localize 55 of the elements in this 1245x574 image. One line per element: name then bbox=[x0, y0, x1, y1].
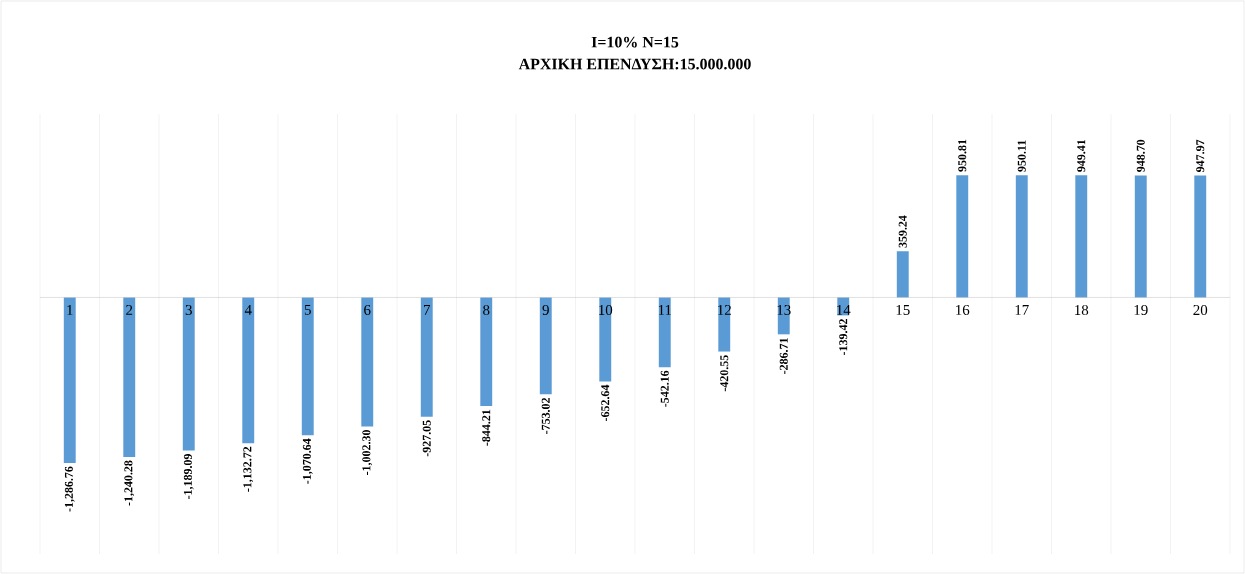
bar bbox=[63, 297, 76, 463]
data-label: -420.55 bbox=[720, 355, 729, 392]
x-tick-label: 17 bbox=[1015, 304, 1029, 315]
data-label: 947.97 bbox=[1196, 139, 1205, 172]
x-tick-label: 4 bbox=[244, 304, 252, 315]
data-label: -1,240.28 bbox=[124, 460, 135, 506]
x-tick-label: 18 bbox=[1075, 304, 1089, 316]
data-label: 948.70 bbox=[1136, 139, 1145, 172]
data-label: -286.71 bbox=[779, 338, 788, 374]
data-label: -139.42 bbox=[839, 319, 848, 355]
bar bbox=[956, 175, 969, 298]
data-label: -1,286.76 bbox=[64, 466, 75, 512]
bar bbox=[1134, 175, 1147, 298]
x-tick-label: 6 bbox=[364, 304, 371, 315]
bar bbox=[1015, 175, 1028, 298]
data-label: 950.11 bbox=[1017, 140, 1026, 172]
data-label: 359.24 bbox=[898, 215, 907, 248]
bar bbox=[1075, 175, 1088, 298]
data-label: -927.05 bbox=[422, 420, 431, 457]
data-label: 950.81 bbox=[958, 139, 967, 172]
x-tick-label: 20 bbox=[1193, 304, 1208, 316]
bar bbox=[242, 297, 255, 444]
x-tick-label: 2 bbox=[126, 304, 133, 315]
data-label: -1,132.72 bbox=[243, 446, 254, 492]
bar bbox=[599, 297, 612, 382]
bar bbox=[480, 297, 493, 407]
x-tick-label: 5 bbox=[304, 304, 311, 315]
x-tick-label: 15 bbox=[896, 304, 910, 315]
data-label: -542.16 bbox=[660, 370, 669, 407]
data-label: -652.64 bbox=[601, 384, 610, 422]
x-tick-label: 7 bbox=[424, 304, 431, 315]
x-tick-label: 11 bbox=[658, 304, 672, 315]
bar bbox=[1194, 175, 1207, 298]
x-tick-label: 9 bbox=[542, 304, 549, 315]
x-tick-label: 19 bbox=[1134, 304, 1148, 315]
bar bbox=[361, 297, 374, 427]
x-tick-label: 1 bbox=[67, 304, 73, 315]
bar bbox=[420, 297, 433, 417]
bar bbox=[123, 297, 136, 457]
data-label: -1,070.64 bbox=[302, 438, 313, 484]
x-tick-label: 3 bbox=[185, 304, 192, 315]
chart-title: I=10% N=15 bbox=[591, 36, 679, 48]
bar bbox=[301, 297, 314, 436]
bar bbox=[182, 297, 195, 451]
chart-subtitle: ΑΡΧΙΚΗ ΕΠΕΝΔΥΣΗ:15.000.000 bbox=[518, 58, 751, 70]
x-tick-label: 8 bbox=[483, 304, 490, 316]
data-label: -1,002.30 bbox=[362, 430, 373, 475]
data-label: -844.21 bbox=[482, 409, 491, 446]
bar bbox=[896, 251, 909, 298]
bar bbox=[658, 297, 671, 368]
x-tick-label: 16 bbox=[956, 304, 970, 315]
data-label: -1,189.09 bbox=[183, 454, 194, 499]
bar bbox=[539, 297, 552, 395]
data-label: -753.02 bbox=[541, 398, 550, 434]
data-label: 949.41 bbox=[1077, 139, 1086, 172]
